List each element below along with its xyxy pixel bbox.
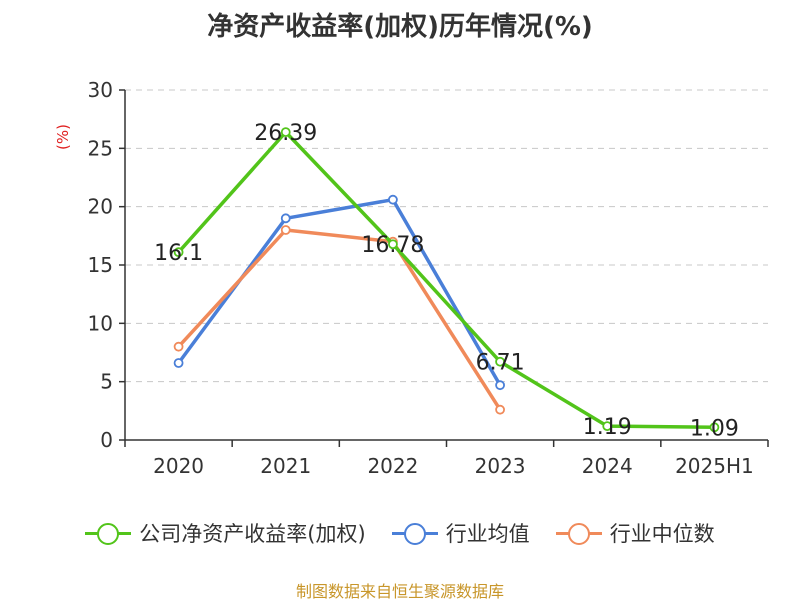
series-point	[709, 422, 720, 433]
legend-item[interactable]: 行业均值	[391, 518, 530, 548]
series-point	[495, 356, 505, 367]
y-tick-label: 20	[88, 195, 113, 219]
x-tick-label: 2024	[582, 454, 633, 478]
legend-item[interactable]: 公司净资产收益率(加权)	[85, 518, 366, 548]
chart-title: 净资产收益率(加权)历年情况(%)	[207, 12, 593, 42]
data-label-layer: 16.1 26.39 16.78 6.71 1.19 1.09	[154, 121, 739, 441]
y-tick-label: 5	[100, 370, 113, 394]
series-point	[388, 239, 398, 250]
series-point	[495, 404, 505, 415]
legend-label: 公司净资产收益率(加权)	[139, 522, 366, 546]
series-line	[177, 228, 502, 411]
legend: 公司净资产收益率(加权) 行业均值 行业中位数	[0, 518, 800, 548]
legend-swatch-icon	[555, 523, 602, 545]
y-tick-label: 30	[88, 78, 113, 102]
legend-swatch-icon	[391, 523, 438, 545]
y-tick-label: 0	[100, 428, 113, 452]
legend-item[interactable]: 行业中位数	[555, 518, 715, 548]
series-point	[602, 421, 613, 432]
series-line	[177, 130, 715, 430]
data-label: 6.71	[476, 351, 525, 376]
y-tick-label: 25	[88, 136, 113, 160]
x-tick-label: 2020	[153, 454, 204, 478]
legend-label: 行业均值	[445, 522, 530, 546]
data-label: 1.09	[690, 416, 739, 441]
legend-label: 行业中位数	[609, 522, 715, 546]
grid-layer	[125, 89, 768, 383]
series-point	[280, 127, 291, 138]
axis-layer: 0 5 10 15 20 25 30 2020 2021 2022 2023 2024 2025H1	[88, 78, 769, 478]
legend-swatch-icon	[85, 523, 132, 545]
series-point	[280, 225, 291, 235]
y-tick-label: 15	[88, 253, 113, 277]
x-tick-label: 2022	[367, 454, 418, 478]
x-tick-label: 2023	[475, 454, 526, 478]
source-note: 制图数据来自恒生聚源数据库	[295, 582, 504, 601]
series-point	[280, 213, 291, 224]
series-point	[173, 341, 184, 352]
data-label: 16.78	[361, 233, 424, 258]
x-tick-label: 2025H1	[675, 454, 754, 478]
series-point	[388, 194, 398, 205]
series-point	[173, 247, 184, 258]
series-layer	[173, 127, 720, 433]
data-label: 1.19	[583, 415, 632, 440]
series-point	[173, 358, 184, 368]
x-tick-label: 2021	[260, 454, 311, 478]
y-tick-label: 10	[88, 311, 113, 335]
data-label: 16.1	[154, 241, 203, 266]
data-label: 26.39	[254, 121, 317, 146]
series-point	[495, 380, 505, 391]
